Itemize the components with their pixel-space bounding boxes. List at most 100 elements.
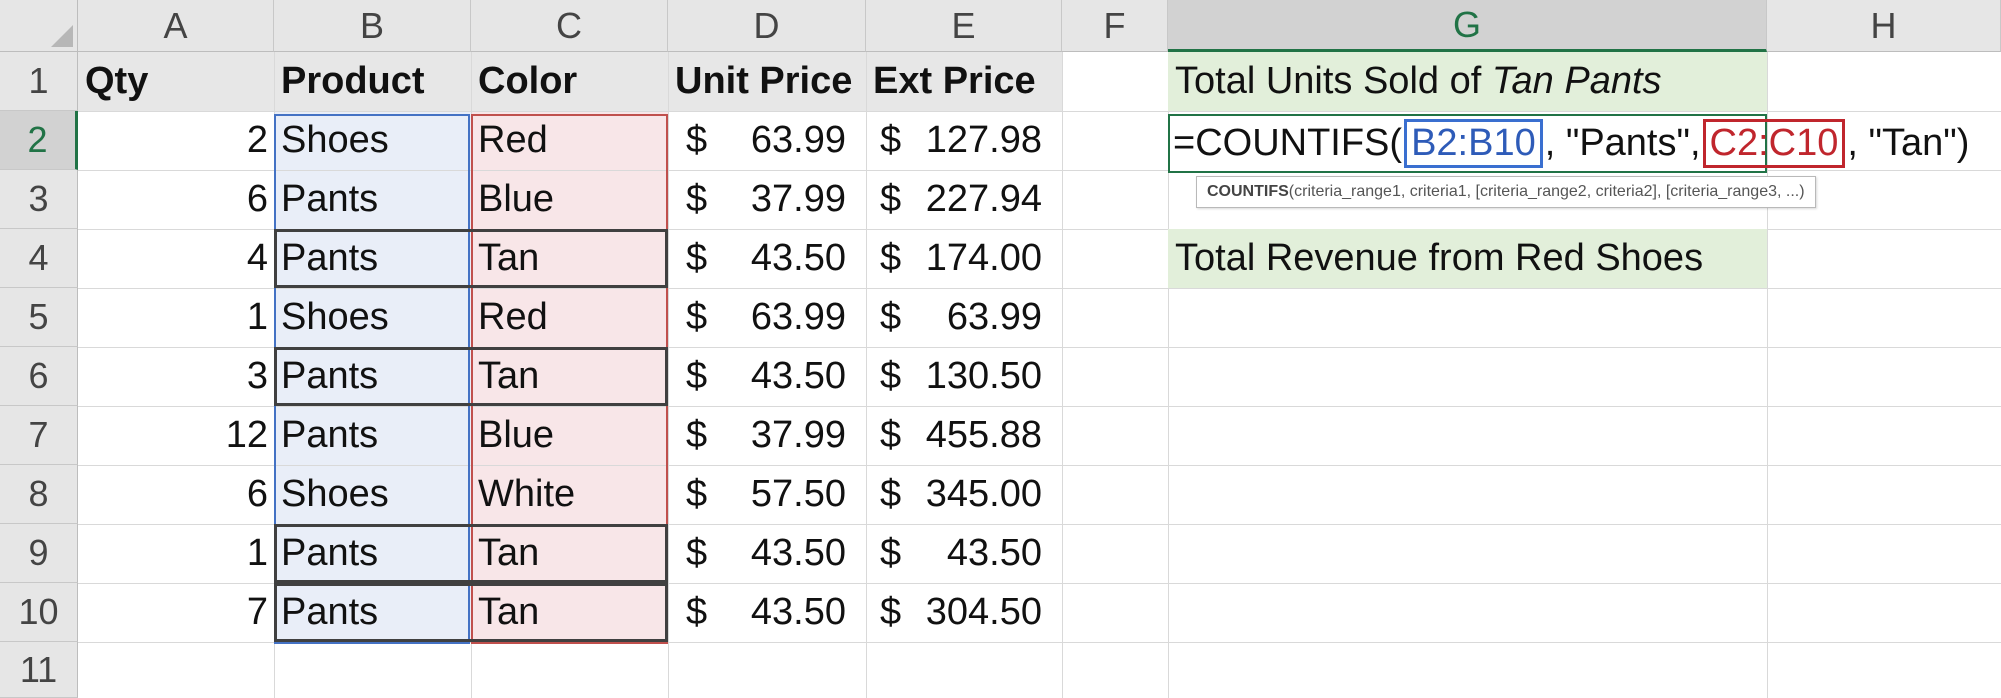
header-ext-price[interactable]: Ext Price [866, 52, 1062, 111]
formula-range2-ref[interactable]: C2:C10 [1702, 119, 1846, 168]
product-cell[interactable]: Pants [274, 406, 471, 465]
revenue-label[interactable]: Total Revenue from Red Shoes [1168, 229, 1767, 288]
row-header-5[interactable]: 5 [0, 288, 78, 347]
color-cell[interactable]: White [471, 465, 668, 524]
ext-price-value: 43.50 [946, 532, 1042, 574]
qty-cell[interactable]: 2 [246, 119, 268, 161]
unit-price-value: 43.50 [750, 237, 846, 279]
ext-price-cell[interactable]: $63.99 [866, 288, 1062, 347]
active-cell-editor[interactable] [1168, 114, 1767, 173]
ext-price-cell[interactable]: $455.88 [866, 406, 1062, 465]
product-cell[interactable]: Shoes [274, 465, 471, 524]
row-header-2[interactable]: 2 [0, 111, 78, 170]
formula-comma: , [1689, 122, 1701, 164]
color-cell[interactable]: Blue [471, 170, 668, 229]
product-cell[interactable]: Pants [274, 524, 471, 583]
ext-price-cell[interactable]: $43.50 [866, 524, 1062, 583]
unit-price-value: 57.50 [750, 473, 846, 515]
units-sold-label-emphasis: Tan Pants [1491, 60, 1662, 102]
product-cell[interactable]: Pants [274, 347, 471, 406]
currency-symbol: $ [686, 591, 708, 633]
unit-price-cell[interactable]: $63.99 [668, 288, 866, 347]
row-header-3[interactable]: 3 [0, 170, 78, 229]
column-header-c[interactable]: C [471, 0, 668, 52]
header-qty[interactable]: Qty [78, 52, 274, 111]
currency-symbol: $ [686, 119, 708, 161]
ext-price-cell[interactable]: $345.00 [866, 465, 1062, 524]
ext-price-cell[interactable]: $174.00 [866, 229, 1062, 288]
ext-price-value: 227.94 [925, 178, 1042, 220]
row-header-4[interactable]: 4 [0, 229, 78, 288]
formula-text[interactable]: =COUNTIFS(B2:B10, "Pants", C2:C10, "Tan") [1173, 114, 1969, 173]
row-header-10[interactable]: 10 [0, 583, 78, 642]
ext-price-value: 174.00 [925, 237, 1042, 279]
product-cell[interactable]: Shoes [274, 111, 471, 170]
unit-price-cell[interactable]: $43.50 [668, 583, 866, 642]
unit-price-cell[interactable]: $43.50 [668, 229, 866, 288]
formula-criteria2: , "Tan" [1847, 122, 1957, 164]
row-header-7[interactable]: 7 [0, 406, 78, 465]
column-header-a[interactable]: A [78, 0, 274, 52]
function-signature-tooltip[interactable]: COUNTIFS (criteria_range1, criteria1, [cr… [1196, 176, 1816, 208]
header-product[interactable]: Product [274, 52, 471, 111]
qty-cell[interactable]: 1 [246, 296, 268, 338]
product-cell[interactable]: Shoes [274, 288, 471, 347]
row-header-6[interactable]: 6 [0, 347, 78, 406]
unit-price-cell[interactable]: $43.50 [668, 524, 866, 583]
select-all-triangle-icon [51, 25, 73, 47]
unit-price-value: 63.99 [750, 296, 846, 338]
header-color[interactable]: Color [471, 52, 668, 111]
formula-range1-ref[interactable]: B2:B10 [1404, 119, 1543, 168]
column-header-h[interactable]: H [1767, 0, 2001, 52]
ext-price-cell[interactable]: $304.50 [866, 583, 1062, 642]
select-all-corner[interactable] [0, 0, 78, 52]
column-header-g[interactable]: G [1168, 0, 1767, 52]
color-cell[interactable]: Tan [471, 583, 668, 642]
column-header-e[interactable]: E [866, 0, 1062, 52]
unit-price-cell[interactable]: $37.99 [668, 406, 866, 465]
unit-price-cell[interactable]: $37.99 [668, 170, 866, 229]
color-cell[interactable]: Blue [471, 406, 668, 465]
qty-cell[interactable]: 12 [225, 414, 268, 456]
row-header-8[interactable]: 8 [0, 465, 78, 524]
row-header-1[interactable]: 1 [0, 52, 78, 111]
currency-symbol: $ [686, 473, 708, 515]
header-unit-price[interactable]: Unit Price [668, 52, 866, 111]
color-cell[interactable]: Tan [471, 229, 668, 288]
ext-price-value: 130.50 [925, 355, 1042, 397]
unit-price-cell[interactable]: $63.99 [668, 111, 866, 170]
units-sold-label[interactable]: Total Units Sold of Tan Pants [1168, 52, 1767, 111]
qty-cell[interactable]: 3 [246, 355, 268, 397]
color-cell[interactable]: Red [471, 111, 668, 170]
currency-symbol: $ [686, 178, 708, 220]
ext-price-cell[interactable]: $130.50 [866, 347, 1062, 406]
currency-symbol: $ [880, 296, 902, 338]
qty-cell[interactable]: 6 [246, 178, 268, 220]
unit-price-value: 63.99 [750, 119, 846, 161]
unit-price-cell[interactable]: $43.50 [668, 347, 866, 406]
qty-cell[interactable]: 1 [246, 532, 268, 574]
ext-price-cell[interactable]: $227.94 [866, 170, 1062, 229]
ext-price-cell[interactable]: $127.98 [866, 111, 1062, 170]
tooltip-function-name[interactable]: COUNTIFS [1207, 183, 1289, 200]
qty-cell[interactable]: 7 [246, 591, 268, 633]
color-cell[interactable]: Tan [471, 524, 668, 583]
color-cell[interactable]: Tan [471, 347, 668, 406]
column-header-b[interactable]: B [274, 0, 471, 52]
qty-cell[interactable]: 4 [246, 237, 268, 279]
product-cell[interactable]: Pants [274, 229, 471, 288]
ext-price-value: 304.50 [925, 591, 1042, 633]
qty-cell[interactable]: 6 [246, 473, 268, 515]
row-header-11[interactable]: 11 [0, 642, 78, 698]
color-cell[interactable]: Red [471, 288, 668, 347]
product-cell[interactable]: Pants [274, 583, 471, 642]
row-header-9[interactable]: 9 [0, 524, 78, 583]
unit-price-value: 37.99 [750, 178, 846, 220]
currency-symbol: $ [880, 473, 902, 515]
unit-price-cell[interactable]: $57.50 [668, 465, 866, 524]
column-header-d[interactable]: D [668, 0, 866, 52]
ext-price-value: 455.88 [925, 414, 1042, 456]
column-header-f[interactable]: F [1062, 0, 1168, 52]
product-cell[interactable]: Pants [274, 170, 471, 229]
currency-symbol: $ [686, 355, 708, 397]
